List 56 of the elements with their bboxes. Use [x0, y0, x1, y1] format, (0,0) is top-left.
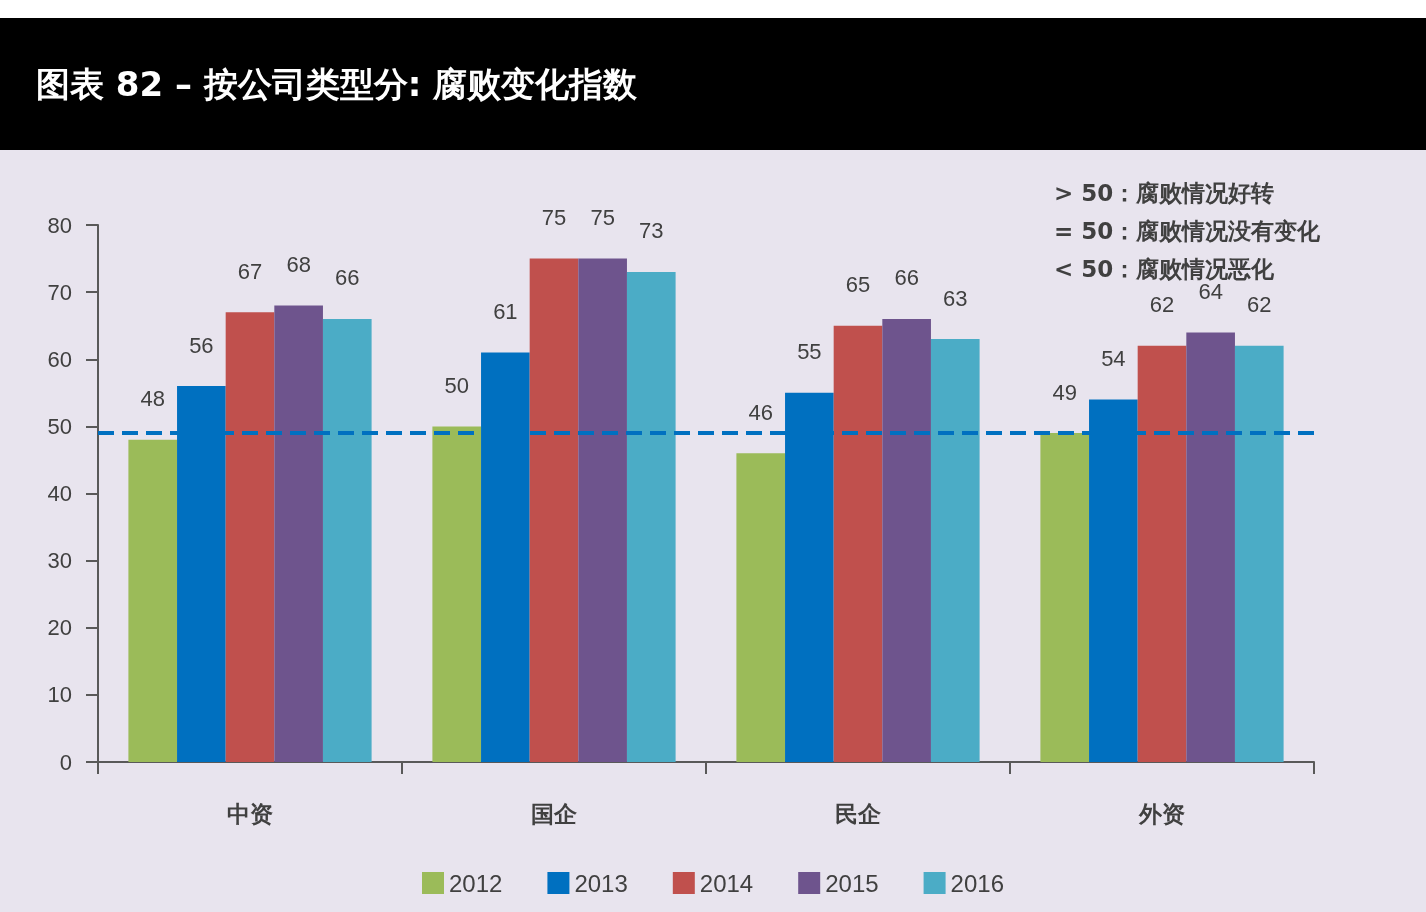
legend-label: 2012 [449, 869, 503, 897]
data-label: 48 [140, 386, 165, 412]
y-tick-label: 70 [47, 279, 72, 305]
data-label: 55 [797, 339, 822, 365]
bar [128, 439, 178, 762]
legend-label: 2013 [574, 869, 628, 897]
data-label: 46 [748, 399, 773, 425]
bar [578, 258, 627, 762]
data-label: 66 [894, 265, 919, 291]
bar [1186, 332, 1235, 762]
legend-label: 2016 [950, 869, 1004, 897]
x-tick-label: 外资 [1138, 800, 1185, 827]
y-tick-label: 50 [47, 413, 72, 439]
bar [833, 325, 883, 762]
x-tick-label: 民企 [835, 800, 882, 827]
data-label: 65 [845, 272, 871, 298]
data-label: 61 [493, 299, 518, 325]
bar [1137, 345, 1187, 762]
text: > 50：腐败情况好转 [1054, 179, 1276, 208]
bar [432, 426, 482, 762]
bar [225, 312, 275, 762]
y-tick-label: 0 [59, 749, 72, 775]
data-label: 49 [1052, 379, 1077, 405]
data-label: 68 [286, 252, 311, 278]
legend-label: 2014 [699, 869, 754, 897]
data-label: 66 [335, 265, 360, 291]
x-tick-label: 中资 [227, 800, 273, 827]
data-label: 54 [1101, 346, 1126, 372]
data-label: 62 [1247, 292, 1272, 318]
y-tick-label: 20 [47, 615, 72, 641]
data-label: 73 [639, 218, 664, 244]
bar [529, 258, 579, 762]
data-label: 56 [189, 332, 214, 358]
y-tick-label: 80 [47, 212, 72, 238]
bar [274, 305, 323, 762]
bar [930, 339, 980, 762]
bar [1040, 433, 1090, 762]
legend-label: 2015 [825, 869, 879, 897]
chart-title: 图表 82 – 按公司类型分: 腐败变化指数 [0, 18, 1426, 150]
bar [736, 453, 786, 762]
data-label: 50 [444, 372, 469, 398]
data-label: 75 [590, 205, 615, 231]
bar [626, 271, 676, 762]
y-tick-label: 10 [47, 682, 72, 708]
y-tick-label: 40 [47, 481, 72, 506]
data-label: 62 [1149, 292, 1175, 318]
y-tick-label: 60 [47, 346, 72, 372]
bar [322, 318, 372, 762]
y-tick-label: 30 [47, 548, 72, 574]
annotation: = 50：腐败情况没有变化 [1054, 217, 1321, 246]
bar [882, 318, 931, 762]
data-label: 75 [541, 205, 567, 231]
bar [1234, 345, 1284, 762]
x-tick-label: 国企 [531, 800, 578, 827]
data-label: 63 [943, 285, 968, 311]
data-label: 67 [237, 258, 263, 284]
